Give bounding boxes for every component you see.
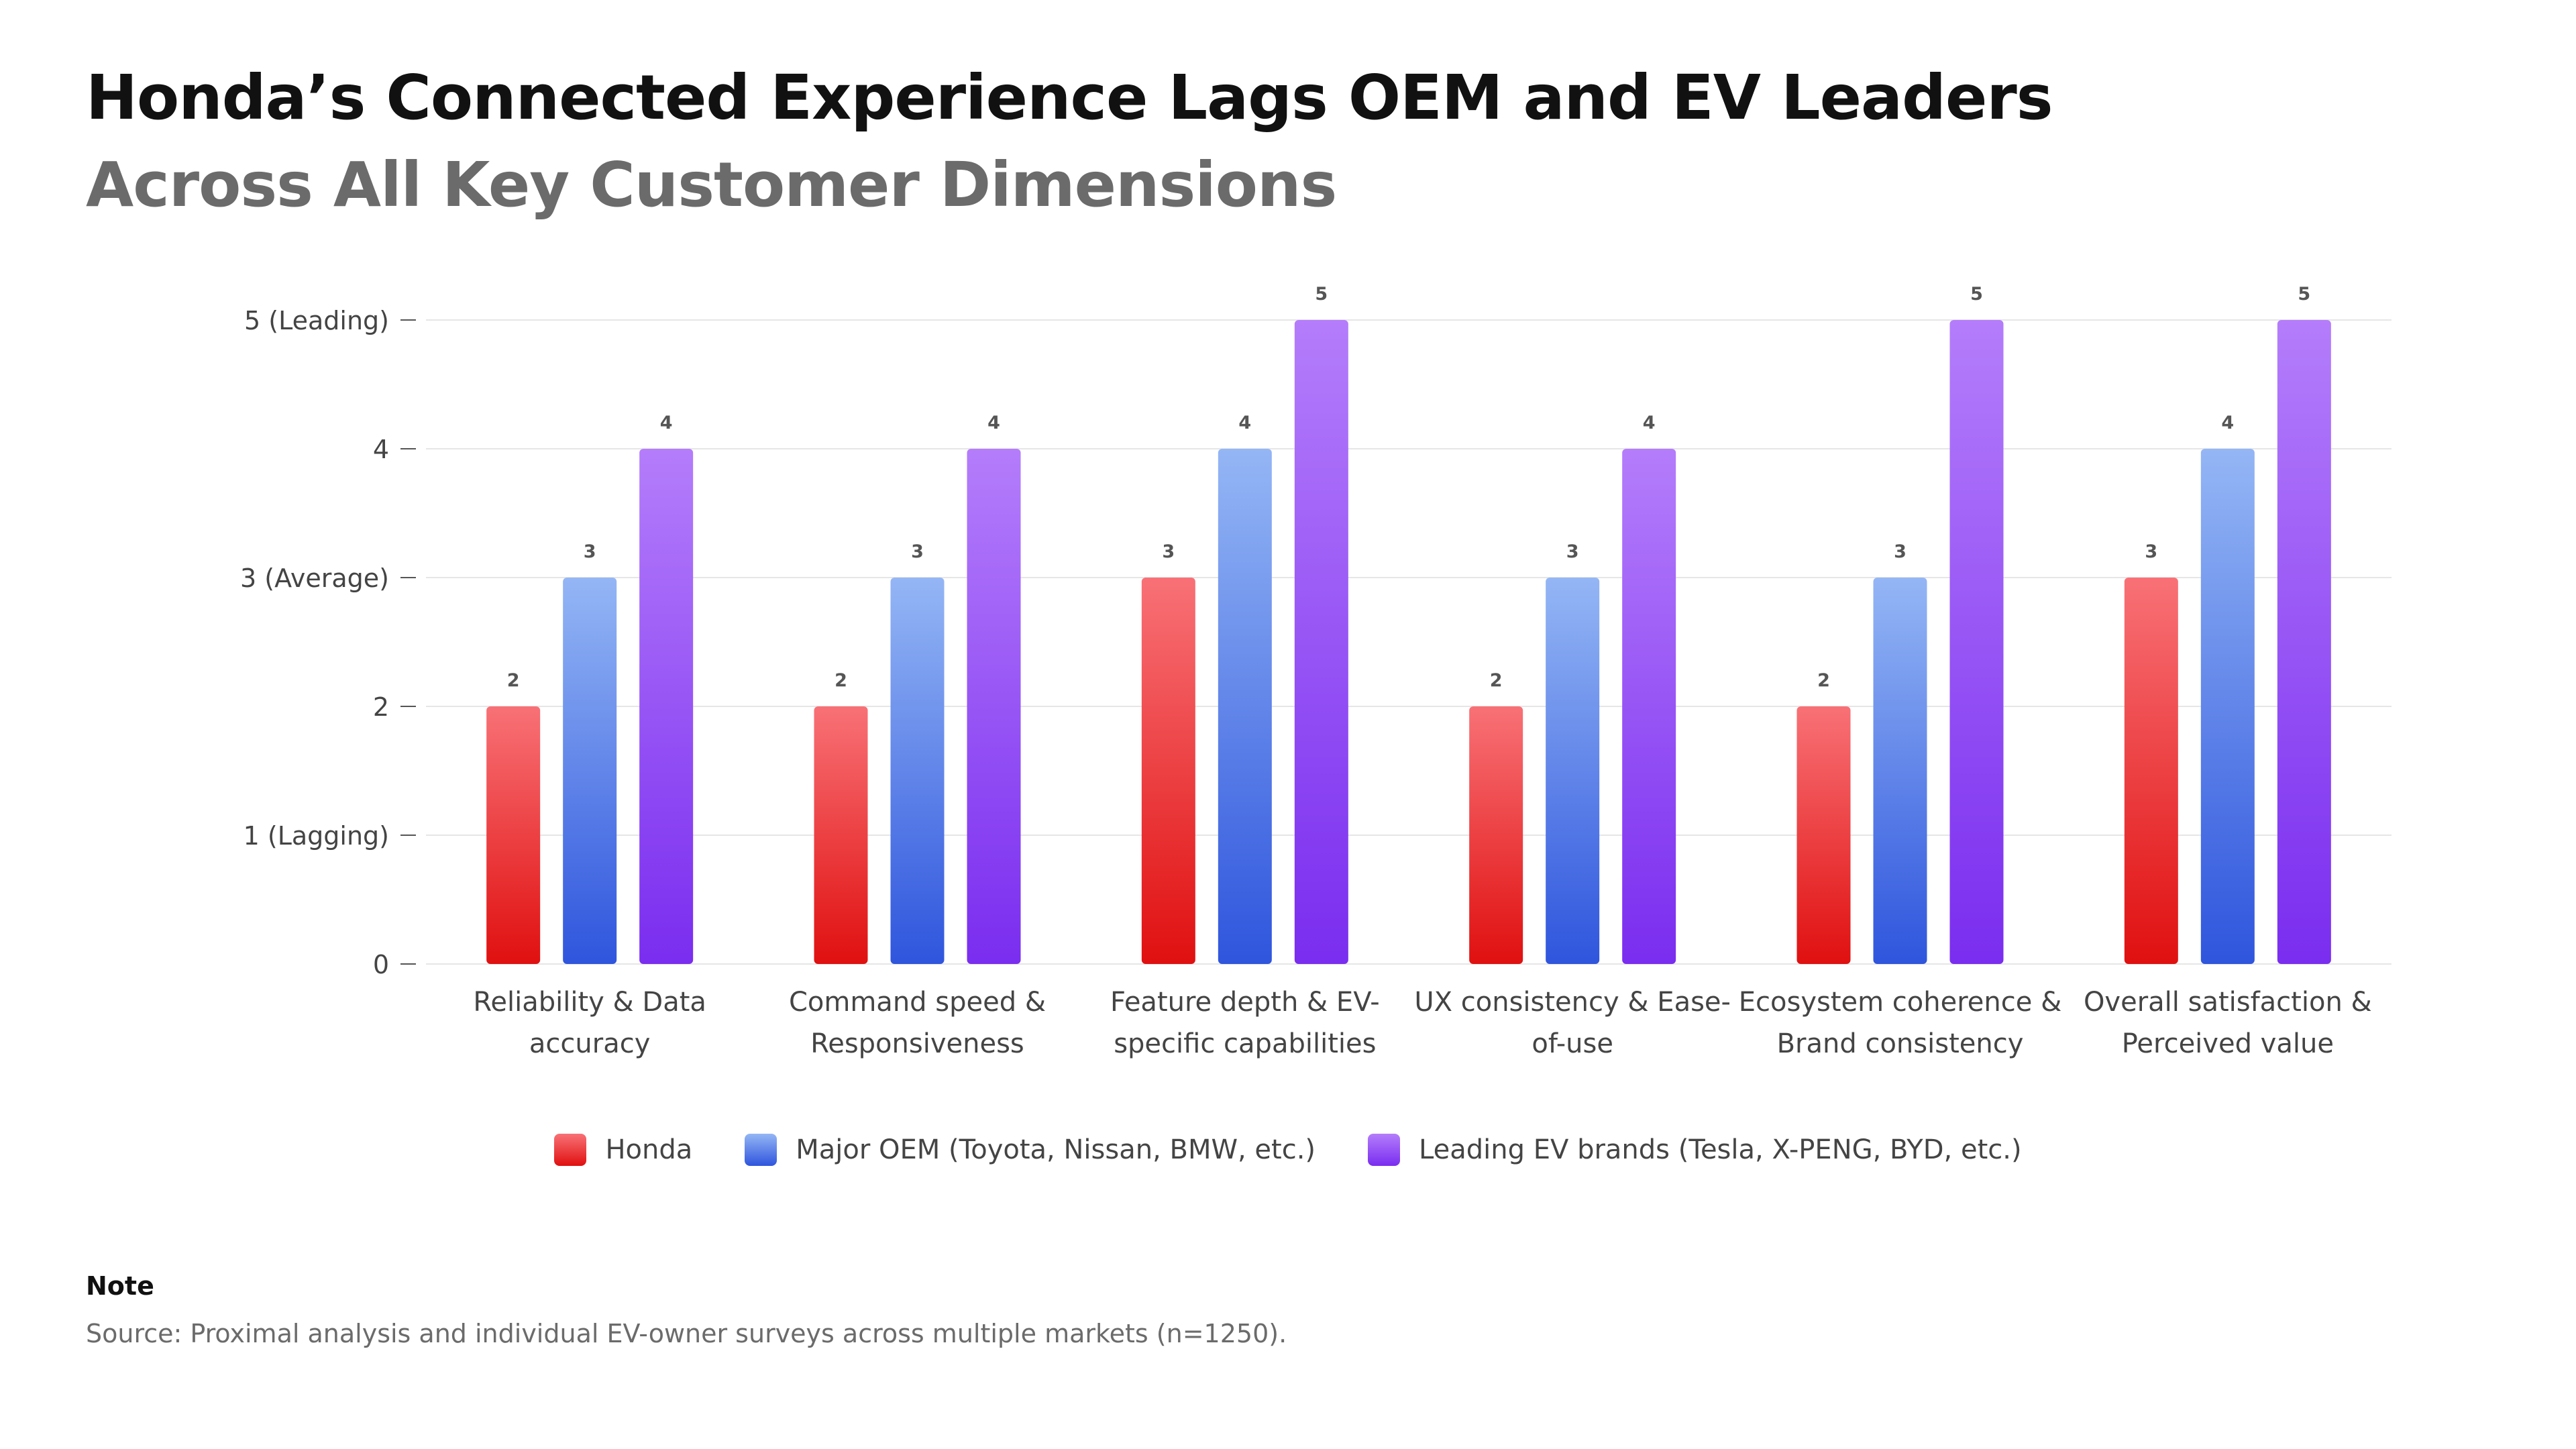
bar-oem-3[interactable]	[1546, 578, 1600, 964]
bar-honda-3[interactable]	[1469, 706, 1523, 964]
legend-item-honda[interactable]: Honda	[554, 1134, 692, 1166]
data-label-honda-3: 2	[1490, 670, 1503, 691]
bar-ev-5[interactable]	[2277, 320, 2331, 964]
bar-honda-0[interactable]	[486, 706, 541, 964]
data-label-oem-4: 3	[1894, 541, 1907, 562]
y-tick-label-5: 5 (Leading)	[244, 306, 389, 335]
data-labels: 2 3 4 2 3 4 3 4 5 2 3 4 2 3 5 3 4 5	[507, 284, 2310, 691]
data-label-ev-5: 5	[2298, 284, 2310, 305]
bar-oem-1[interactable]	[890, 578, 945, 964]
chart-subtitle: Across All Key Customer Dimensions	[86, 149, 1337, 221]
legend-label-leading-ev: Leading EV brands (Tesla, X-PENG, BYD, e…	[1419, 1134, 2022, 1165]
data-label-ev-1: 4	[987, 413, 1000, 433]
data-label-oem-5: 4	[2221, 413, 2234, 433]
bar-ev-1[interactable]	[967, 449, 1021, 964]
y-tick-label-1: 1 (Lagging)	[244, 821, 389, 851]
x-tick-label-3-line-0: UX consistency & Ease-	[1414, 987, 1731, 1018]
data-label-oem-0: 3	[584, 541, 596, 562]
legend-label-honda: Honda	[605, 1134, 693, 1165]
legend-item-major-oem[interactable]: Major OEM (Toyota, Nissan, BMW, etc.)	[745, 1134, 1316, 1166]
bar-honda-2[interactable]	[1141, 578, 1195, 964]
data-label-ev-0: 4	[660, 413, 673, 433]
note-source-text: Source: Proximal analysis and individual…	[86, 1319, 1287, 1348]
x-tick-label-4-line-0: Ecosystem coherence &	[1739, 987, 2062, 1018]
legend: Honda Major OEM (Toyota, Nissan, BMW, et…	[0, 1134, 2576, 1166]
bar-honda-5[interactable]	[2124, 578, 2178, 964]
bar-ev-3[interactable]	[1622, 449, 1676, 964]
data-label-ev-3: 4	[1643, 413, 1656, 433]
gridlines	[426, 319, 2392, 965]
bar-honda-4[interactable]	[1796, 706, 1851, 964]
x-tick-label-5-line-1: Perceived value	[2122, 1028, 2334, 1059]
legend-item-leading-ev[interactable]: Leading EV brands (Tesla, X-PENG, BYD, e…	[1368, 1134, 2022, 1166]
bar-ev-0[interactable]	[639, 449, 694, 964]
y-tick-label-0: 0	[373, 950, 389, 979]
bar-ev-4[interactable]	[1949, 320, 2004, 964]
x-tick-label-1-line-1: Responsiveness	[810, 1028, 1024, 1059]
data-label-oem-1: 3	[911, 541, 924, 562]
bar-chart: 0 1 (Lagging) 2 3 (Average) 4 5 (Leading) 2 3 4…	[240, 284, 2392, 1059]
data-label-honda-5: 3	[2145, 541, 2157, 562]
data-label-oem-2: 4	[1238, 413, 1251, 433]
bar-oem-2[interactable]	[1218, 449, 1272, 964]
y-tick-label-2: 2	[373, 692, 389, 722]
x-tick-label-2-line-1: specific capabilities	[1114, 1028, 1376, 1059]
bars	[486, 320, 2331, 964]
legend-label-major-oem: Major OEM (Toyota, Nissan, BMW, etc.)	[796, 1134, 1316, 1165]
data-label-honda-1: 2	[835, 670, 847, 691]
data-label-honda-2: 3	[1162, 541, 1175, 562]
bar-oem-4[interactable]	[1873, 578, 1927, 964]
bar-oem-0[interactable]	[563, 578, 617, 964]
data-label-oem-3: 3	[1566, 541, 1579, 562]
x-tick-label-1-line-0: Command speed &	[789, 987, 1046, 1018]
legend-swatch-leading-ev	[1368, 1134, 1401, 1166]
x-tick-label-2-line-0: Feature depth & EV-	[1110, 987, 1380, 1018]
x-tick-label-0-line-0: Reliability & Data	[473, 987, 706, 1018]
chart-title: Honda’s Connected Experience Lags OEM an…	[86, 62, 2053, 133]
x-tick-label-5-line-0: Overall satisfaction &	[2084, 987, 2372, 1018]
data-label-ev-2: 5	[1315, 284, 1328, 305]
x-tick-label-3-line-1: of-use	[1532, 1028, 1613, 1059]
x-tick-label-0-line-1: accuracy	[529, 1028, 650, 1059]
data-label-honda-4: 2	[1817, 670, 1830, 691]
x-tick-label-4-line-1: Brand consistency	[1777, 1028, 2024, 1059]
y-tick-label-4: 4	[373, 435, 389, 464]
bar-oem-5[interactable]	[2200, 449, 2255, 964]
note-heading: Note	[86, 1271, 154, 1301]
legend-swatch-honda	[554, 1134, 587, 1166]
bar-honda-1[interactable]	[814, 706, 868, 964]
legend-swatch-major-oem	[745, 1134, 777, 1166]
x-axis: Reliability & Data accuracy Command speed …	[473, 987, 2371, 1059]
bar-ev-2[interactable]	[1294, 320, 1348, 964]
data-label-ev-4: 5	[1970, 284, 1983, 305]
data-label-honda-0: 2	[507, 670, 520, 691]
y-tick-label-3: 3 (Average)	[240, 564, 389, 593]
y-axis: 0 1 (Lagging) 2 3 (Average) 4 5 (Leading)	[240, 306, 416, 979]
